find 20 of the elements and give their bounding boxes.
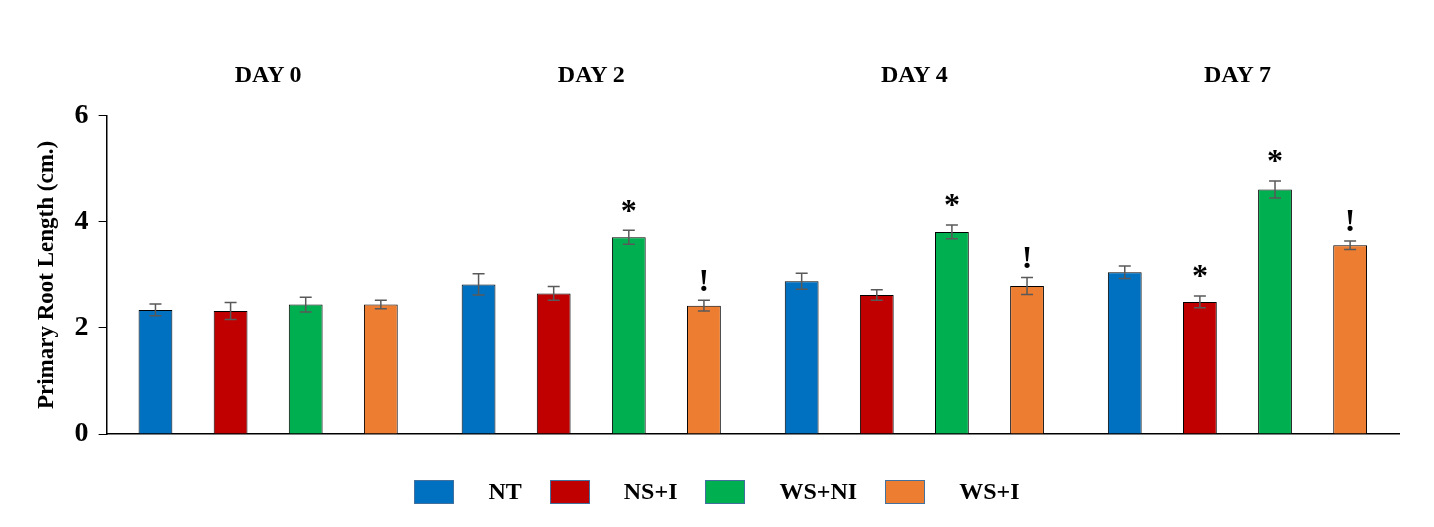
x-tick-label: DAY 7: [1204, 60, 1271, 87]
legend-label: NT: [488, 478, 522, 505]
y-tick-label: 6: [74, 98, 89, 130]
y-tick-label: 4: [74, 204, 89, 236]
data-label: !: [1021, 238, 1033, 275]
x-tick-label: DAY 4: [880, 60, 948, 87]
data-label: !: [698, 261, 710, 298]
x-tick-label: DAY 0: [234, 60, 302, 87]
legend-label: WS+NI: [779, 478, 858, 505]
data-label: *: [620, 191, 637, 228]
legend-label: NS+I: [623, 478, 678, 505]
y-tick-label: 2: [74, 310, 89, 342]
y-tick-label: 0: [74, 416, 89, 448]
data-label: *: [1267, 142, 1284, 179]
data-label: *: [943, 186, 960, 223]
y-axis-title: Primary Root Length (cm.): [32, 140, 58, 410]
data-label: !: [1344, 202, 1356, 239]
data-label: *: [1191, 257, 1208, 294]
legend-label: WS+I: [959, 478, 1020, 505]
x-tick-label: DAY 2: [557, 60, 625, 87]
